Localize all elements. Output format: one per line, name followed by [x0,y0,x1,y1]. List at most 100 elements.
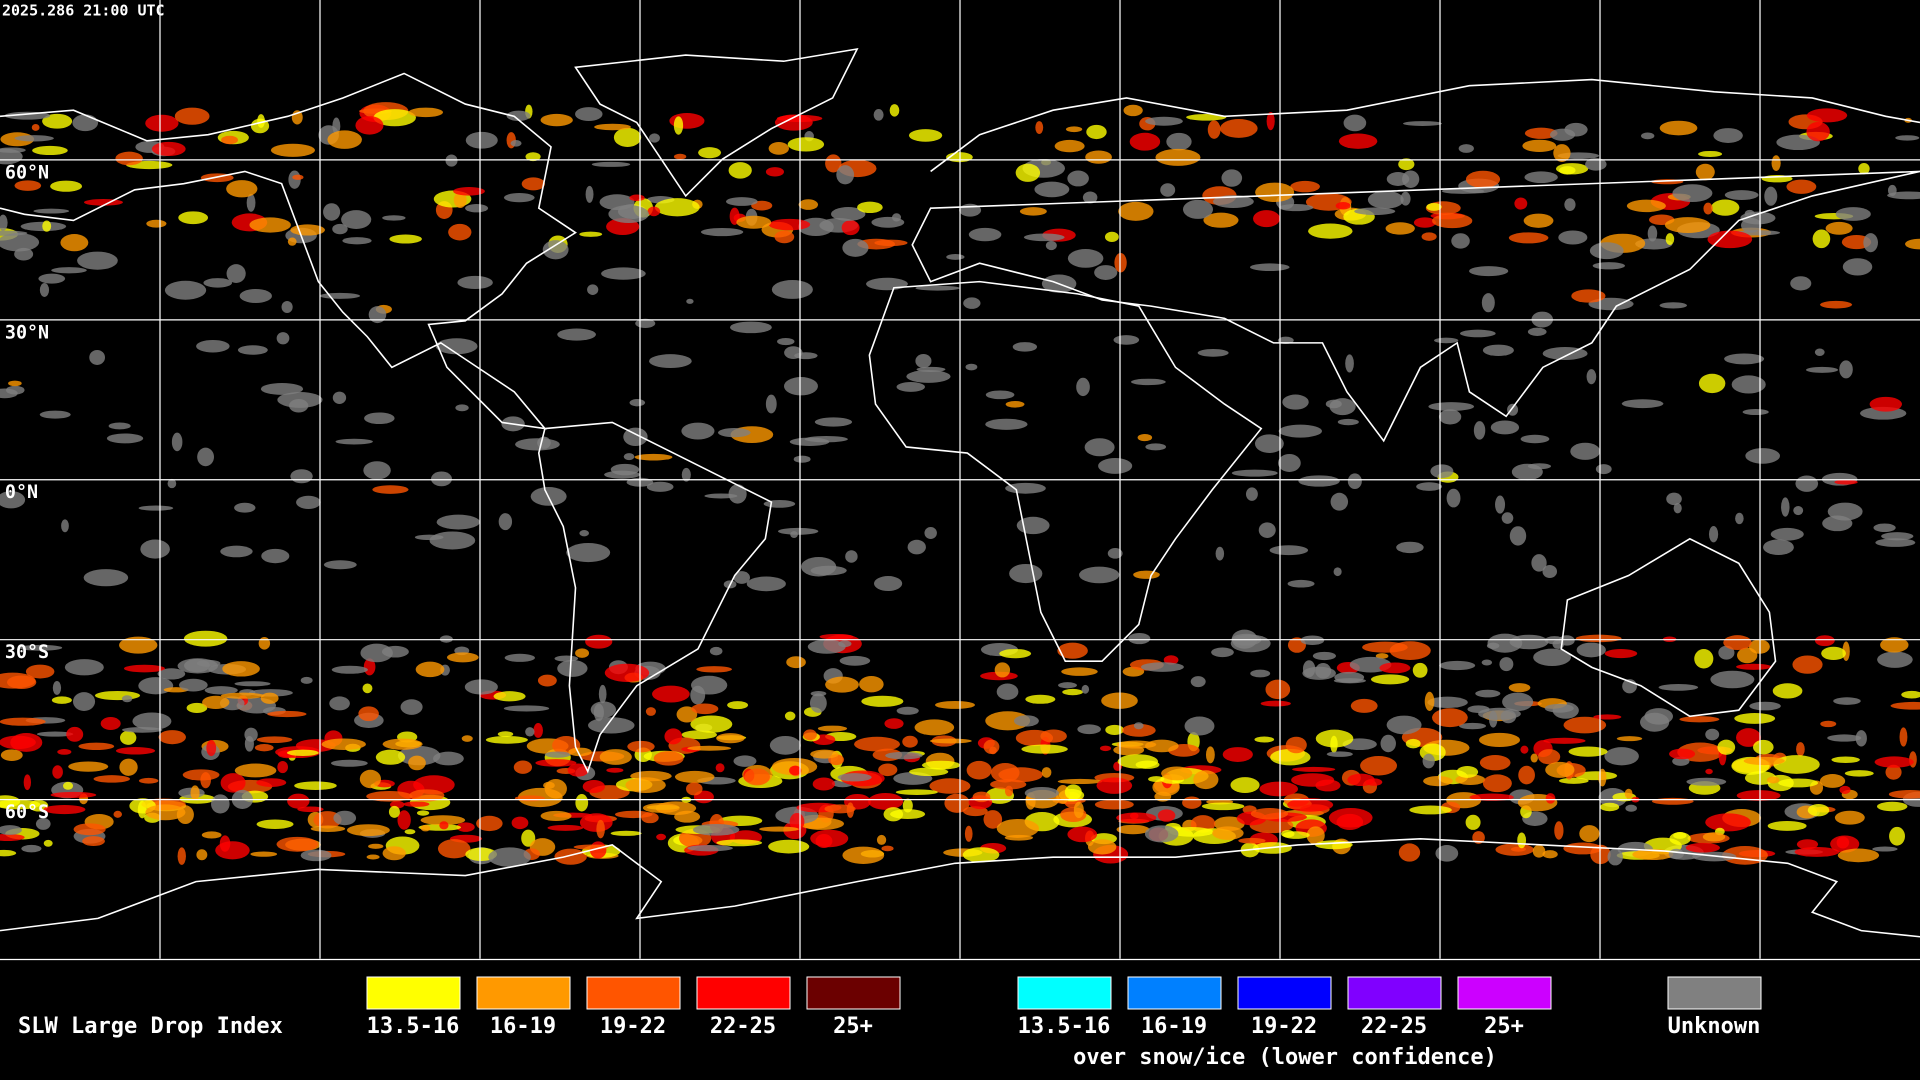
cloud-patch [915,285,960,291]
cloud-patch [1792,655,1823,674]
cloud-patch [1354,207,1396,216]
cloud-patch [649,354,692,368]
cloud-patch [533,723,543,738]
cloud-patch [503,193,535,203]
cloud-patch [433,751,464,766]
cloud-patch [1647,225,1658,242]
cloud-patch [1814,635,1835,647]
cloud-patch [692,823,740,836]
cloud-patch [746,576,786,592]
cloud-patch [52,765,63,779]
cloud-patch [1335,201,1351,210]
cloud-patch [1166,132,1192,151]
cloud-patch [837,773,872,782]
cloud-patch [716,733,745,744]
cloud-patch [1336,813,1364,830]
cloud-patch [601,267,646,280]
cloud-patch [1330,492,1349,511]
cloud-patch [1499,657,1514,672]
cloud-patch [1094,265,1118,280]
cloud-patch [1520,745,1529,754]
cloud-patch [437,839,471,859]
cloud-patch [362,683,373,694]
cloud-patch [916,366,946,372]
cloud-patch [1107,548,1123,559]
cloud-patch [1724,353,1765,365]
cloud-patch [729,321,772,334]
cloud-patch [72,692,96,711]
cloud-patch [1426,203,1442,211]
cloud-patch [234,763,277,778]
cloud-patch [946,253,965,260]
cloud-patch [60,234,89,252]
cloud-patch [465,131,498,149]
legend-label: 13.5-16 [1018,1014,1111,1039]
legend-swatch [1667,976,1762,1010]
cloud-patch [1073,801,1084,819]
cloud-patch [1835,207,1871,221]
cloud-patch [358,706,379,722]
cloud-patch [63,781,74,790]
cloud-patch [774,114,813,131]
cloud-patch [1475,689,1501,698]
cloud-patch [465,204,489,213]
coastline-africa [868,280,1263,663]
cloud-patch [120,730,137,745]
cloud-patch [1745,448,1780,464]
cloud-patch [1459,722,1487,730]
cloud-patch [1380,734,1396,753]
cloud-patch [239,288,272,303]
cloud-patch [1830,835,1860,853]
cloud-patch [1424,691,1435,711]
cloud-patch [50,180,83,192]
cloud-patch [1432,708,1468,728]
cloud-patch [119,636,158,654]
cloud-patch [1421,232,1437,241]
cloud-patch [604,663,650,682]
snow-caption: over snow/ice (lower confidence) [1073,1045,1497,1070]
cloud-patch [854,736,901,752]
cloud-patch [1559,166,1576,175]
cloud-patch [1705,728,1720,741]
cloud-patch [1298,475,1340,487]
cloud-patch [1710,670,1755,689]
cloud-patch [1148,776,1165,783]
cloud-patch [1821,646,1846,661]
cloud-patch [1130,378,1166,386]
cloud-patch [793,455,811,463]
cloud-patch [1837,848,1880,863]
cloud-patch [1435,845,1459,862]
cloud-patch [119,758,138,776]
cloud-patch [1604,747,1639,766]
cloud-patch [784,711,796,721]
cloud-patch [206,740,217,757]
cloud-patch [579,813,613,832]
cloud-patch [1446,488,1461,508]
cloud-patch [1887,184,1897,196]
cloud-patch [814,417,853,427]
cloud-patch [1694,648,1714,669]
cloud-patch [1087,839,1117,855]
cloud-patch [1530,753,1538,763]
cloud-patch [1292,766,1336,772]
cloud-patch [1669,748,1696,760]
cloud-patch [1190,676,1206,688]
cloud-patch [506,110,531,121]
cloud-patch [1585,157,1607,171]
cloud-patch [381,645,409,658]
cloud-patch [1064,784,1082,800]
cloud-patch [146,219,167,228]
coastlines [0,47,1920,938]
cloud-patch [1222,747,1253,762]
cloud-patch [1160,183,1176,197]
cloud-patch [42,113,73,129]
cloud-patch [983,810,1003,829]
cloud-patch [1423,775,1453,787]
cloud-patch [1872,846,1898,852]
cloud-patch [646,481,674,492]
cloud-patch [1839,785,1851,794]
cloud-patch [1345,354,1354,373]
cloud-patch [1479,754,1511,771]
cloud-patch [1459,329,1496,338]
legend-swatch [806,976,901,1010]
